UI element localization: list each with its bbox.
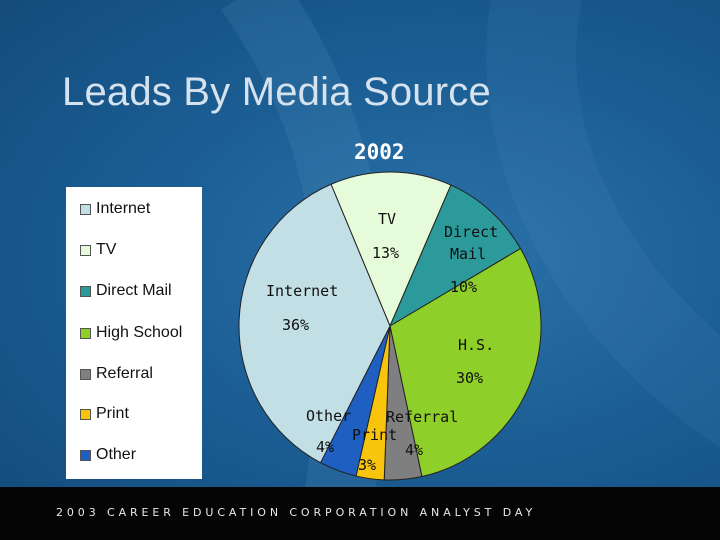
legend-label-referral: Referral xyxy=(96,365,153,382)
slice-labels: TV 13% Internet 36% Direct Mail 10% H.S.… xyxy=(266,210,507,474)
pie-slice-high-school xyxy=(389,247,542,478)
legend-item-referral: Referral xyxy=(80,363,153,385)
slide-title: Leads By Media Source xyxy=(62,70,491,114)
slice-label-hs-name: H.S. xyxy=(458,336,494,354)
slice-label-referral-pct: 4% xyxy=(405,441,423,459)
legend-swatch-direct-mail xyxy=(80,285,91,297)
legend-item-tv: TV xyxy=(80,239,116,261)
footer-text: 2003 CAREER EDUCATION CORPORATION ANALYS… xyxy=(56,506,537,519)
legend-swatch-internet xyxy=(80,203,91,215)
slice-label-referral-name: Referral xyxy=(386,408,458,426)
legend-swatch-print xyxy=(80,408,91,420)
footer-bar xyxy=(0,487,720,540)
slice-label-direct-mail-line-1: Direct xyxy=(444,223,498,241)
pie-slice-internet xyxy=(238,183,391,464)
slice-label-direct-mail-pct: 10% xyxy=(450,278,477,296)
slice-label-direct-mail-name: Direct Mail xyxy=(444,223,507,263)
slice-label-print-name: Print xyxy=(352,426,397,444)
legend-item-high-school: High School xyxy=(80,322,182,344)
pie-slice-direct-mail xyxy=(388,184,522,328)
legend-label-direct-mail: Direct Mail xyxy=(96,282,172,299)
slice-label-internet-name: Internet xyxy=(266,282,338,300)
chart-title: 2002 xyxy=(354,140,405,164)
slice-label-tv-name: TV xyxy=(378,210,396,228)
legend-item-internet: Internet xyxy=(80,198,150,220)
legend-swatch-referral xyxy=(80,368,91,380)
legend-label-other: Other xyxy=(96,446,137,463)
legend-label-tv: TV xyxy=(96,241,117,258)
legend-swatch-other xyxy=(80,449,91,461)
slice-label-hs-pct: 30% xyxy=(456,369,483,387)
slice-label-print-pct: 3% xyxy=(358,456,376,474)
legend-item-direct-mail: Direct Mail xyxy=(80,280,172,302)
legend-item-other: Other xyxy=(80,444,136,466)
pie-slices xyxy=(238,171,542,481)
slice-label-other-name: Other xyxy=(306,407,351,425)
chart-legend: Internet TV Direct Mail High School Refe… xyxy=(66,187,202,479)
legend-label-internet: Internet xyxy=(96,200,151,217)
legend-item-print: Print xyxy=(80,403,129,425)
slice-label-other-pct: 4% xyxy=(316,438,334,456)
legend-swatch-high-school xyxy=(80,327,91,339)
slice-label-direct-mail-line-2: Mail xyxy=(450,245,486,263)
slice-label-internet-pct: 36% xyxy=(282,316,309,334)
legend-label-high-school: High School xyxy=(96,324,183,341)
pie-slice-tv xyxy=(330,171,452,328)
legend-label-print: Print xyxy=(96,405,129,422)
slice-label-tv-pct: 13% xyxy=(372,244,399,262)
legend-swatch-tv xyxy=(80,244,91,256)
